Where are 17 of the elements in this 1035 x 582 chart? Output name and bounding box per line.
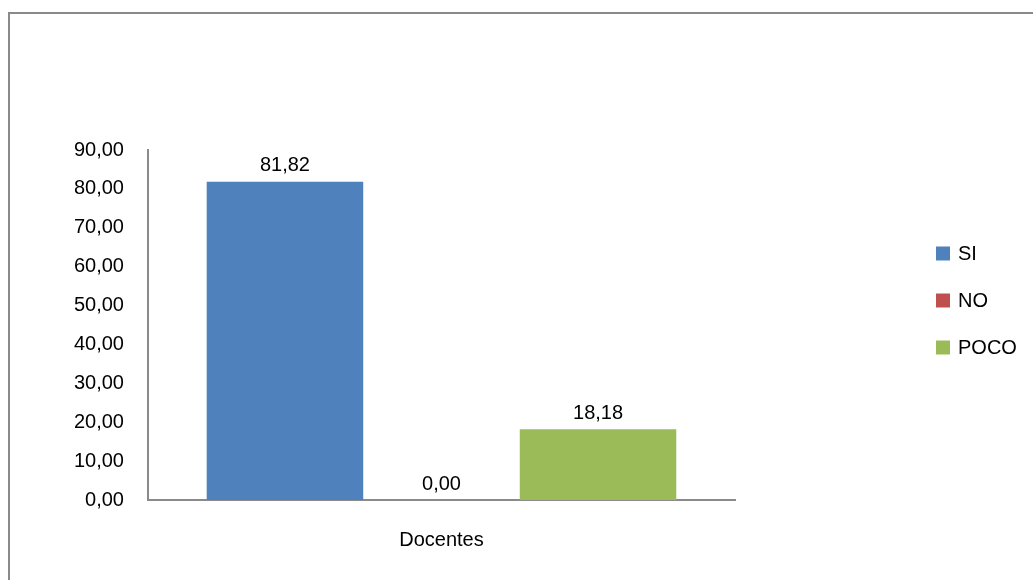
y-tick-label: 70,00 — [73, 215, 124, 238]
y-tick-label: 10,00 — [73, 448, 124, 471]
y-tick-label: 20,00 — [73, 409, 124, 432]
y-tick-label: 80,00 — [73, 176, 124, 199]
y-tick-label: 30,00 — [73, 370, 124, 393]
data-label: 0,00 — [422, 471, 461, 494]
y-tick-label: 40,00 — [73, 331, 124, 354]
x-tick-label: Docentes — [399, 527, 484, 550]
legend-label: POCO — [958, 336, 1017, 359]
legend-label: NO — [958, 289, 988, 312]
legend-label: SI — [958, 242, 977, 265]
y-tick-label: 50,00 — [73, 293, 124, 316]
y-tick-label: 60,00 — [73, 254, 124, 277]
data-label: 81,82 — [259, 153, 310, 176]
data-label: 18,18 — [573, 400, 624, 423]
y-tick-label: 0,00 — [85, 487, 124, 510]
y-tick-label: 90,00 — [73, 137, 124, 160]
